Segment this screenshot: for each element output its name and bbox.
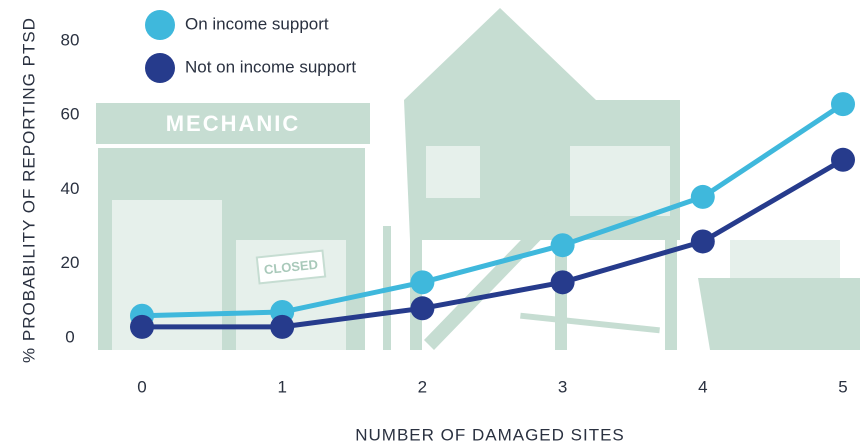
series-line xyxy=(141,102,845,319)
stilt xyxy=(410,240,422,350)
x-tick-label: 0 xyxy=(137,377,146,396)
legend-label: On income support xyxy=(185,14,329,33)
data-point xyxy=(410,270,435,295)
debris xyxy=(520,312,660,334)
x-tick-label: 1 xyxy=(277,377,286,396)
series-line xyxy=(142,157,845,330)
data-point xyxy=(690,184,715,209)
data-point xyxy=(550,233,575,258)
stilt xyxy=(665,240,677,350)
skip-bin xyxy=(698,278,860,350)
mechanic-sign xyxy=(96,103,370,144)
data-point xyxy=(831,92,855,117)
y-tick-label: 60 xyxy=(61,105,80,124)
stairs xyxy=(424,210,560,350)
x-tick-label: 3 xyxy=(558,377,567,396)
legend-label: Not on income support xyxy=(185,57,356,76)
y-tick-label: 40 xyxy=(61,179,80,198)
y-tick-label: 80 xyxy=(61,30,80,49)
x-tick-label: 2 xyxy=(418,377,427,396)
x-axis-label: NUMBER OF DAMAGED SITES xyxy=(355,425,625,444)
balcony xyxy=(570,146,670,216)
data-point xyxy=(270,314,295,339)
y-tick-label: 0 xyxy=(65,327,74,346)
x-tick-label: 5 xyxy=(838,377,847,396)
data-point xyxy=(550,270,575,295)
data-point xyxy=(410,296,435,321)
data-point xyxy=(130,314,154,339)
data-point xyxy=(831,147,855,172)
skip-rubble xyxy=(730,240,840,278)
closed-sign xyxy=(255,249,327,285)
window xyxy=(426,146,480,198)
y-axis-label: % PROBABILITY OF REPORTING PTSD xyxy=(19,17,38,363)
legend-marker xyxy=(145,10,175,40)
closed-text: CLOSED xyxy=(263,257,318,278)
x-tick-label: 4 xyxy=(698,377,707,396)
background-illustration: MECHANIC CLOSED xyxy=(96,8,860,350)
y-tick-label: 20 xyxy=(61,253,80,272)
mechanic-text: MECHANIC xyxy=(166,111,301,136)
data-point xyxy=(690,229,715,254)
legend-marker xyxy=(145,53,175,83)
